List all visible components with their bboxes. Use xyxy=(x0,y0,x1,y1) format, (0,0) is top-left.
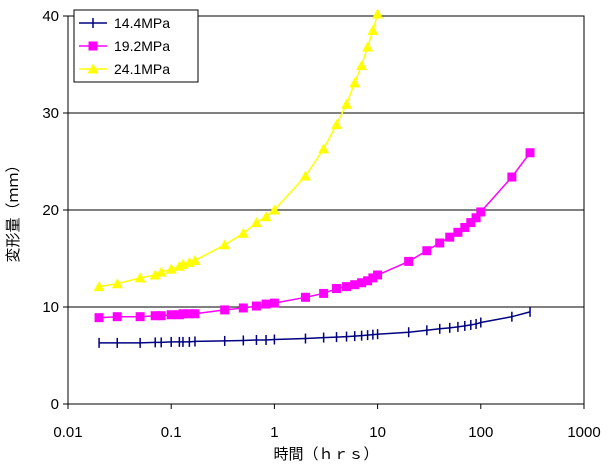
data-point xyxy=(134,272,146,283)
x-tick-label: 1000 xyxy=(567,424,600,441)
data-point xyxy=(184,309,194,319)
data-point xyxy=(332,284,342,294)
data-point xyxy=(476,207,486,217)
y-tick-label: 10 xyxy=(42,299,59,316)
data-point xyxy=(150,311,160,321)
legend-label: 14.4MPa xyxy=(114,15,170,31)
data-point xyxy=(178,309,188,319)
data-point xyxy=(525,148,535,158)
x-tick-label: 100 xyxy=(468,424,493,441)
data-point xyxy=(356,59,368,70)
data-point xyxy=(507,172,517,182)
data-point xyxy=(300,292,310,302)
x-tick-label: 10 xyxy=(369,424,386,441)
data-point xyxy=(466,218,476,228)
data-point xyxy=(331,119,343,130)
y-tick-label: 20 xyxy=(42,202,59,219)
data-point xyxy=(471,213,481,223)
data-point xyxy=(260,211,272,222)
y-tick-label: 30 xyxy=(42,105,59,122)
data-point xyxy=(422,246,432,256)
series-group xyxy=(93,8,535,348)
x-axis-label: 時間（ｈｒｓ） xyxy=(273,446,378,463)
gridlines xyxy=(68,112,584,308)
data-point xyxy=(135,312,145,322)
data-point xyxy=(435,238,445,248)
data-point xyxy=(190,309,200,319)
legend-item: 14.4MPa xyxy=(79,15,170,31)
data-point xyxy=(363,276,373,286)
data-point xyxy=(269,298,279,308)
data-point xyxy=(156,311,166,321)
data-point xyxy=(155,266,167,277)
data-point xyxy=(367,25,379,36)
x-tick-label: 0.1 xyxy=(161,424,182,441)
legend-marker xyxy=(88,41,98,51)
series-1 xyxy=(94,148,535,323)
legend-label: 24.1MPa xyxy=(114,61,170,77)
legend-item: 19.2MPa xyxy=(79,38,170,54)
series-2 xyxy=(93,8,384,292)
y-axis-label: 変形量（ｍｍ） xyxy=(5,157,22,262)
data-point xyxy=(149,269,161,280)
data-point xyxy=(362,41,374,52)
data-point xyxy=(219,239,231,250)
legend-item: 24.1MPa xyxy=(79,61,170,77)
data-point xyxy=(319,288,329,298)
data-point xyxy=(238,303,248,313)
data-point xyxy=(166,310,176,320)
data-point xyxy=(342,282,352,292)
data-point xyxy=(357,278,367,288)
legend-marker xyxy=(87,63,99,74)
legend: 14.4MPa 19.2MPa 24.1MPa xyxy=(73,9,199,83)
data-point xyxy=(299,170,311,181)
data-point xyxy=(251,301,261,311)
data-point xyxy=(445,232,455,242)
data-point xyxy=(189,254,201,265)
data-point xyxy=(111,278,123,289)
data-point xyxy=(460,222,470,232)
data-point xyxy=(220,305,230,315)
data-point xyxy=(453,227,463,237)
x-tick-label: 1 xyxy=(270,424,278,441)
series-0 xyxy=(98,306,531,348)
data-point xyxy=(368,273,378,283)
axes: 0 10 20 30 40 0.01 0.1 1 10 100 1000 xyxy=(42,8,600,441)
data-point xyxy=(373,270,383,280)
data-point xyxy=(349,77,361,88)
data-point xyxy=(261,299,271,309)
data-point xyxy=(112,312,122,322)
y-tick-label: 40 xyxy=(42,8,59,25)
data-point xyxy=(165,263,177,274)
data-point xyxy=(94,313,104,323)
data-point xyxy=(404,256,414,266)
legend-label: 19.2MPa xyxy=(114,38,170,54)
data-point xyxy=(250,217,262,228)
data-point xyxy=(372,8,384,19)
data-point xyxy=(268,204,280,215)
y-tick-label: 0 xyxy=(51,396,59,413)
data-point xyxy=(237,227,249,238)
data-point xyxy=(318,143,330,154)
data-point xyxy=(350,280,360,290)
x-tick-label: 0.01 xyxy=(53,424,82,441)
data-point xyxy=(93,281,105,292)
data-point xyxy=(341,98,353,109)
